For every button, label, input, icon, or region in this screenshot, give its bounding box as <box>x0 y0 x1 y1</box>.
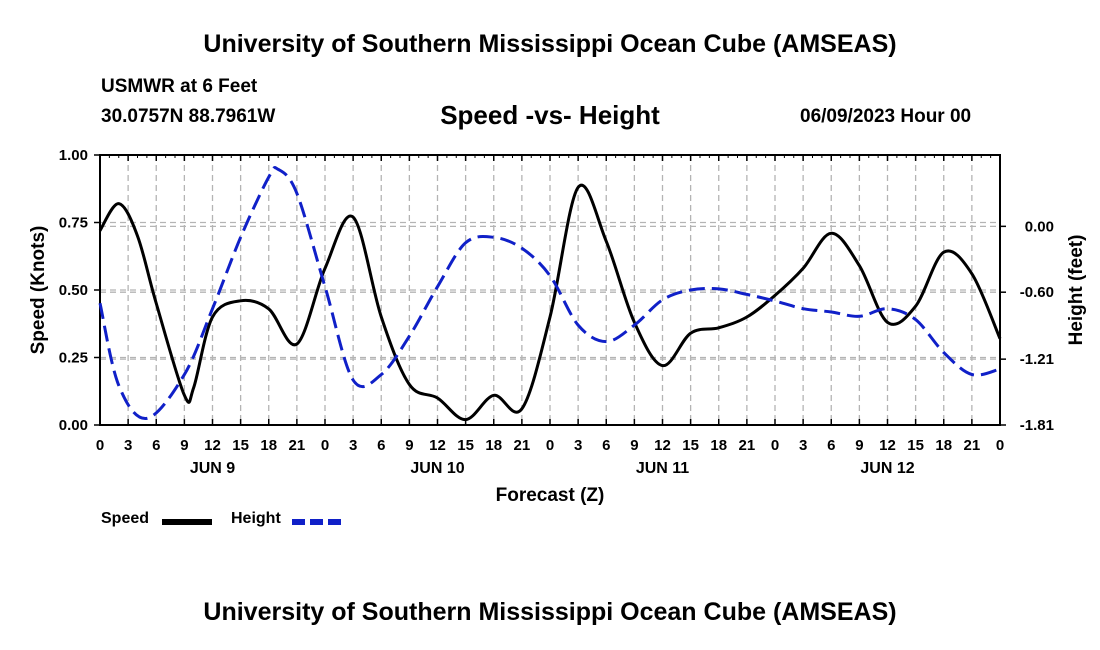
legend-height-label: Height <box>231 510 281 527</box>
x-tick-label: 9 <box>180 437 188 454</box>
x-tick-label: 12 <box>204 437 221 454</box>
station-label: USMWR at 6 Feet <box>101 76 258 97</box>
x-axis-title: Forecast (Z) <box>496 485 605 506</box>
x-tick-label: 18 <box>485 437 502 454</box>
x-tick-label: 6 <box>152 437 160 454</box>
x-tick-label: 15 <box>682 437 699 454</box>
y-tick-label: 0.75 <box>59 215 88 232</box>
y-tick-label: 0.50 <box>59 282 88 299</box>
x-tick-label: 6 <box>827 437 835 454</box>
forecast-datetime: 06/09/2023 Hour 00 <box>800 106 972 127</box>
y-tick-label: 0.00 <box>59 417 88 434</box>
y-right-tick-label: -1.81 <box>1020 417 1054 434</box>
legend-speed-swatch <box>162 519 212 525</box>
y-right-tick-label: 0.00 <box>1025 218 1054 235</box>
x-tick-label: 12 <box>879 437 896 454</box>
x-tick-label: 3 <box>574 437 582 454</box>
y-right-tick-label: -0.60 <box>1020 284 1054 301</box>
x-tick-label: 18 <box>260 437 277 454</box>
x-tick-label: 0 <box>771 437 779 454</box>
x-tick-label: 3 <box>799 437 807 454</box>
x-tick-label: 15 <box>907 437 924 454</box>
y-tick-label: 0.25 <box>59 350 88 367</box>
x-tick-label: 12 <box>654 437 671 454</box>
footer-title: University of Southern Mississippi Ocean… <box>203 598 897 626</box>
station-coordinates: 30.0757N 88.7961W <box>101 106 276 127</box>
legend-speed-label: Speed <box>101 510 150 527</box>
plot-frame <box>99 154 1001 426</box>
date-label: JUN 9 <box>190 460 235 477</box>
x-tick-label: 18 <box>935 437 952 454</box>
series-line-speed <box>98 183 1002 422</box>
x-tick-label: 9 <box>405 437 413 454</box>
x-tick-label: 3 <box>349 437 357 454</box>
x-tick-label: 6 <box>602 437 610 454</box>
y-right-axis-title: Height (feet) <box>1066 235 1087 346</box>
x-tick-label: 12 <box>429 437 446 454</box>
series-line-height <box>98 166 1001 420</box>
x-tick-label: 21 <box>289 437 306 454</box>
x-tick-label: 18 <box>710 437 727 454</box>
x-tick-label: 21 <box>964 437 981 454</box>
x-tick-label: 15 <box>457 437 474 454</box>
x-tick-label: 0 <box>321 437 329 454</box>
y-right-tick-label: -1.21 <box>1020 351 1054 368</box>
x-tick-label: 0 <box>996 437 1004 454</box>
x-tick-label: 0 <box>96 437 104 454</box>
chart-subtitle: Speed -vs- Height <box>440 100 660 130</box>
x-tick-label: 21 <box>739 437 756 454</box>
x-tick-label: 9 <box>630 437 638 454</box>
chart-title: University of Southern Mississippi Ocean… <box>203 30 897 58</box>
x-tick-label: 0 <box>546 437 554 454</box>
date-label: JUN 12 <box>860 460 914 477</box>
x-tick-label: 3 <box>124 437 132 454</box>
y-axis-title: Speed (Knots) <box>28 226 49 355</box>
legend-height-swatch <box>292 519 342 525</box>
x-tick-label: 6 <box>377 437 385 454</box>
x-tick-label: 21 <box>514 437 531 454</box>
x-tick-label: 15 <box>232 437 249 454</box>
x-tick-label: 9 <box>855 437 863 454</box>
date-label: JUN 10 <box>410 460 464 477</box>
date-label: JUN 11 <box>636 460 689 477</box>
y-tick-label: 1.00 <box>59 147 88 164</box>
